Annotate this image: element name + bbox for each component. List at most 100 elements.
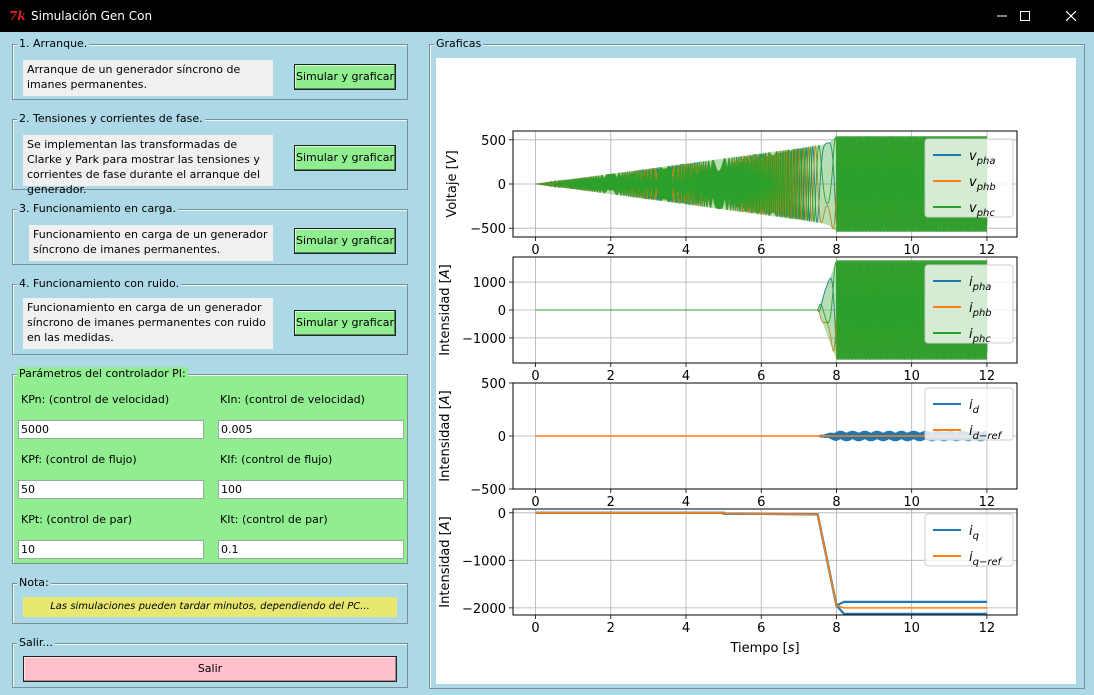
pi-title: Parámetros del controlador PI:	[17, 367, 188, 381]
x-tick-label: 10	[903, 621, 920, 636]
exit-title: Salir...	[17, 636, 55, 650]
y-tick-label: −500	[470, 222, 506, 237]
x-tick-label: 4	[682, 243, 690, 258]
x-tick-label: 8	[832, 495, 840, 510]
kin-input[interactable]: 0.005	[218, 420, 404, 439]
kin-label: KIn: (control de velocidad)	[220, 393, 365, 406]
x-tick-label: 0	[531, 495, 539, 510]
simulate-button-2[interactable]: Simular y graficar	[294, 145, 396, 171]
tk-feather-icon: 7k	[9, 9, 26, 23]
x-tick-label: 10	[903, 243, 920, 258]
x-tick-label: 6	[757, 369, 765, 384]
x-axis-label: Tiempo [s]	[729, 641, 799, 656]
simulate-button-1[interactable]: Simular y graficar	[294, 64, 396, 90]
legend-box	[924, 138, 1014, 218]
y-axis-label: Intensidad [A]	[438, 264, 453, 355]
kpf-label: KPf: (control de flujo)	[21, 453, 137, 466]
series-envelope	[535, 136, 987, 232]
kit-input[interactable]: 0.1	[218, 540, 404, 559]
x-tick-label: 8	[832, 243, 840, 258]
note-title: Nota:	[17, 576, 51, 590]
x-tick-label: 2	[607, 495, 615, 510]
legend-label: iphc	[969, 327, 991, 345]
section-tensiones: 2. Tensiones y corrientes de fase. Se im…	[12, 112, 408, 196]
x-tick-label: 8	[832, 369, 840, 384]
kpt-input[interactable]: 10	[18, 540, 204, 559]
section-title: 1. Arranque.	[17, 37, 90, 51]
y-tick-label: −1000	[462, 554, 506, 569]
x-tick-label: 12	[979, 495, 996, 510]
y-tick-label: 0	[498, 178, 506, 193]
minimize-icon	[997, 15, 1007, 17]
y-axis-label: Intensidad [A]	[438, 516, 453, 607]
y-tick-label: −1000	[462, 332, 506, 347]
x-tick-label: 6	[757, 243, 765, 258]
legend: iq iq−ref	[924, 513, 1014, 568]
simulate-button-4[interactable]: Simular y graficar	[294, 310, 396, 336]
pi-parameters: Parámetros del controlador PI: KPn: (con…	[12, 367, 408, 564]
section-description: Funcionamiento en carga de un generador …	[23, 298, 273, 349]
exit-button[interactable]: Salir	[23, 656, 397, 682]
y-tick-label: 0	[498, 507, 506, 522]
graphs-frame: Graficas	[429, 37, 1085, 689]
series-envelope	[535, 260, 987, 360]
y-tick-label: −2000	[462, 602, 506, 617]
y-tick-label: −500	[470, 483, 506, 498]
x-tick-label: 12	[979, 243, 996, 258]
kif-label: KIf: (control de flujo)	[220, 453, 333, 466]
exit-frame: Salir...	[12, 636, 408, 688]
legend: ipha iphb iphc	[924, 264, 1014, 345]
section-title: 4. Funcionamiento con ruido.	[17, 277, 182, 291]
section-title: 2. Tensiones y corrientes de fase.	[17, 112, 205, 126]
x-tick-label: 0	[531, 621, 539, 636]
legend: id id−ref	[924, 387, 1014, 442]
series-line-2	[535, 512, 987, 609]
plots-figure: 0 2 4 6 8 10 12 −500 0 500 Voltaje [V] vpha vphb vphc…	[438, 130, 1018, 656]
section-description: Arranque de un generador síncrono de ima…	[23, 60, 273, 96]
section-ruido: 4. Funcionamiento con ruido. Funcionamie…	[12, 277, 408, 355]
y-axis-label: Intensidad [A]	[438, 390, 453, 481]
plot-canvas: 0 2 4 6 8 10 12 −500 0 500 Voltaje [V] vpha vphb vphc…	[436, 58, 1076, 684]
window-title: Simulación Gen Con	[31, 9, 153, 23]
minimize-button[interactable]	[979, 0, 1025, 32]
x-tick-label: 4	[682, 369, 690, 384]
kpn-label: KPn: (control de velocidad)	[21, 393, 170, 406]
kif-input[interactable]: 100	[218, 480, 404, 499]
legend-label: id	[969, 398, 980, 416]
section-arranque: 1. Arranque. Arranque de un generador sí…	[12, 37, 408, 100]
kpn-input[interactable]: 5000	[18, 420, 204, 439]
y-axis-label: Voltaje [V]	[445, 150, 460, 217]
maximize-button[interactable]	[1002, 0, 1048, 32]
chart-3: 0 2 4 6 8 10 12 −500 0 500 Intensidad [A] id id−ref	[438, 377, 1018, 510]
section-description: Se implementan las transformadas de Clar…	[23, 135, 273, 196]
legend-box	[924, 387, 1014, 441]
kpf-input[interactable]: 50	[18, 480, 204, 499]
legend-label: ipha	[969, 275, 991, 293]
x-tick-label: 0	[531, 243, 539, 258]
x-tick-label: 4	[682, 621, 690, 636]
x-tick-label: 2	[607, 621, 615, 636]
maximize-icon	[1020, 11, 1030, 21]
simulate-button-3[interactable]: Simular y graficar	[294, 228, 396, 254]
section-description: Funcionamiento en carga de un generador …	[29, 225, 273, 261]
x-tick-label: 10	[903, 369, 920, 384]
close-button[interactable]	[1048, 0, 1094, 32]
kit-label: KIt: (control de par)	[220, 513, 328, 526]
y-tick-label: 1000	[473, 276, 506, 291]
graphs-title: Graficas	[434, 37, 484, 51]
x-tick-label: 2	[607, 369, 615, 384]
x-tick-label: 2	[607, 243, 615, 258]
legend-box	[924, 513, 1014, 567]
x-tick-label: 8	[832, 621, 840, 636]
chart-1: 0 2 4 6 8 10 12 −500 0 500 Voltaje [V] vpha vphb vphc	[445, 130, 1018, 258]
legend-label: vpha	[969, 149, 996, 167]
x-tick-label: 6	[757, 495, 765, 510]
y-tick-label: 0	[498, 304, 506, 319]
chart-4: 0 2 4 6 8 10 12 −2000 −1000 0 Intensidad [A] Tiempo…	[438, 507, 1018, 656]
legend-label: vphb	[969, 175, 996, 193]
x-tick-label: 0	[531, 369, 539, 384]
legend-label: iphb	[969, 301, 992, 319]
legend-label: id−ref	[969, 424, 1003, 442]
legend-label: iq−ref	[969, 550, 1003, 568]
y-tick-label: 0	[498, 430, 506, 445]
